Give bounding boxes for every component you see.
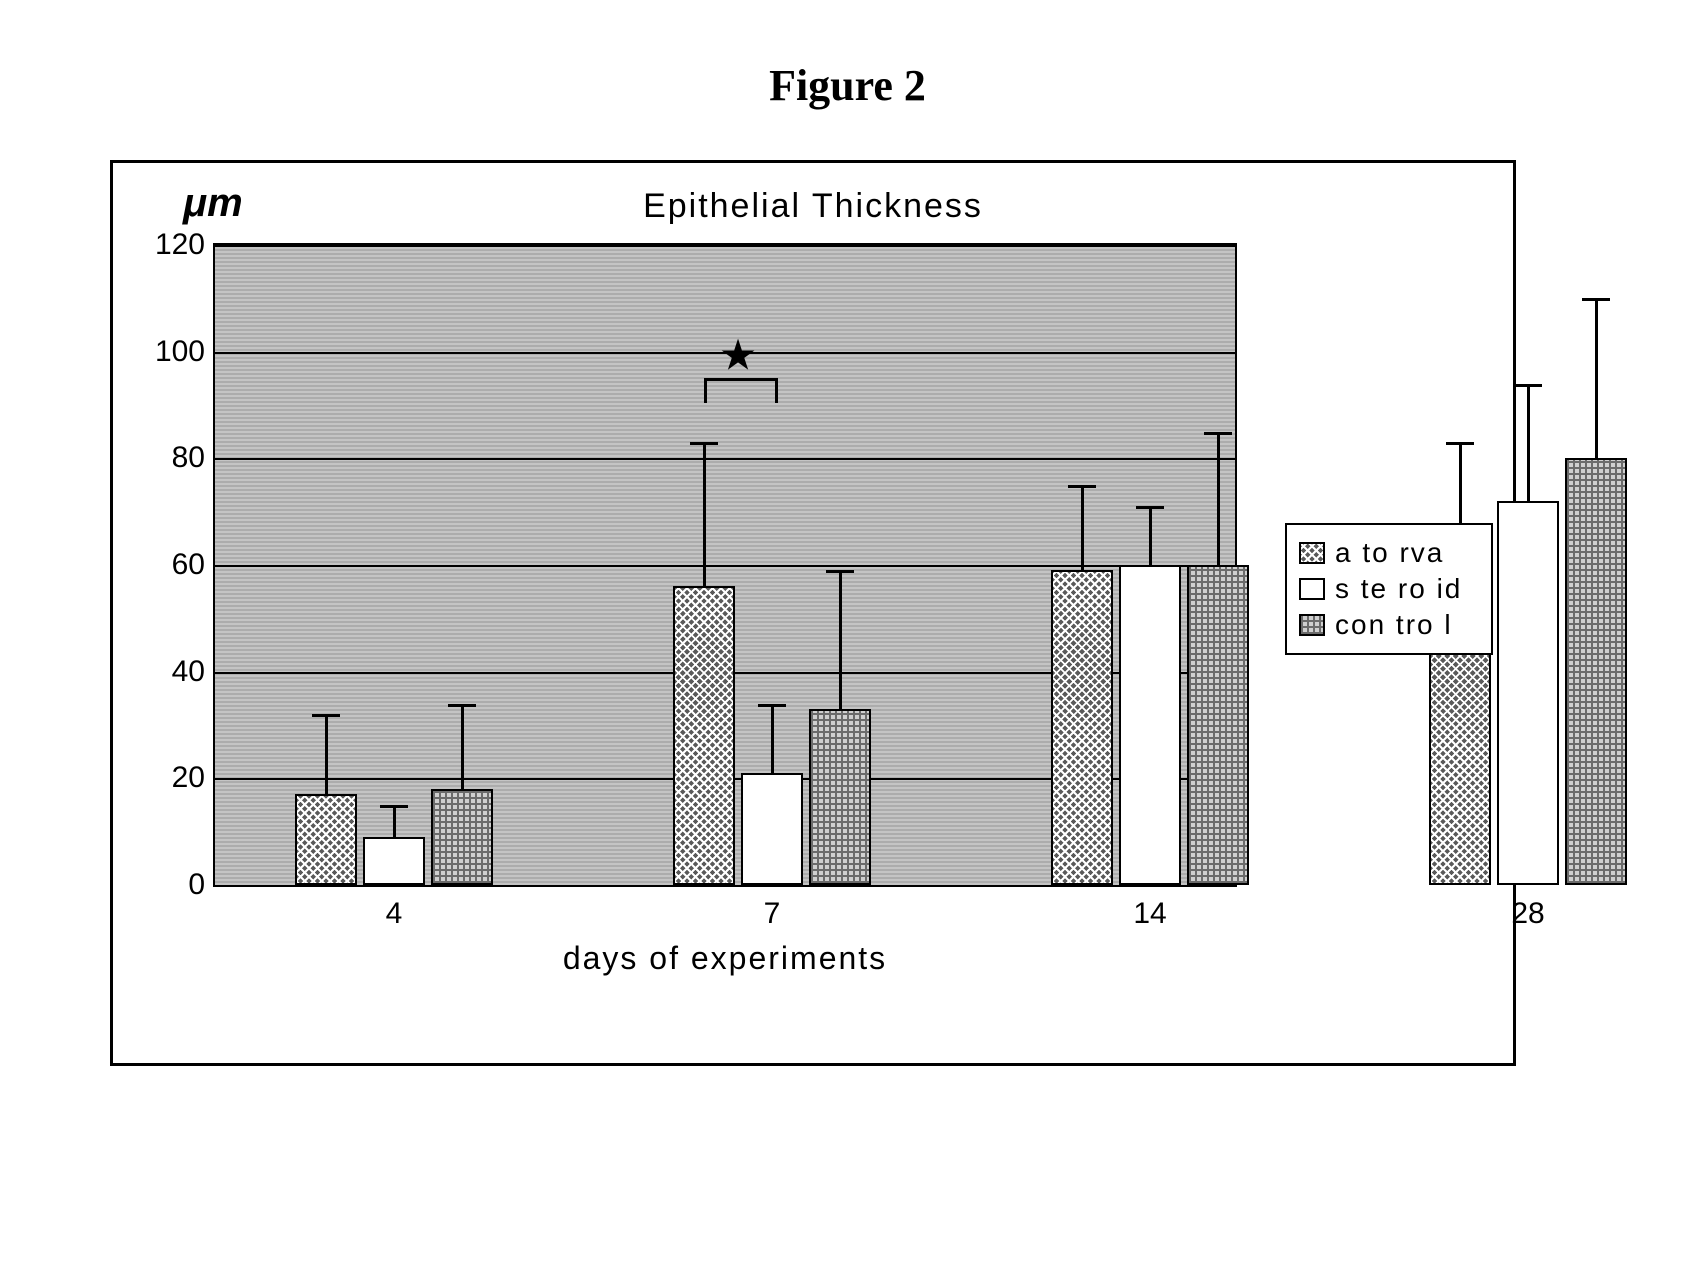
bar-steroid xyxy=(741,773,803,885)
legend-item-steroid: s te ro id xyxy=(1299,571,1479,607)
error-cap xyxy=(1582,298,1610,301)
error-bar xyxy=(839,570,842,709)
significance-star-icon: ★ xyxy=(721,333,755,378)
page: Figure 2 μm Epithelial Thickness days of… xyxy=(0,0,1695,1285)
x-tick-label: 28 xyxy=(1511,885,1544,931)
figure-label: Figure 2 xyxy=(0,60,1695,111)
error-bar xyxy=(703,442,706,586)
legend-swatch-control xyxy=(1299,614,1325,636)
y-tick-label: 0 xyxy=(188,868,215,902)
bar-steroid xyxy=(1119,565,1181,885)
legend-item-control: con tro l xyxy=(1299,607,1479,643)
bar-atorva xyxy=(1051,570,1113,885)
error-bar xyxy=(1217,432,1220,565)
error-cap xyxy=(1204,432,1232,435)
gridline xyxy=(215,245,1235,247)
bar-steroid xyxy=(363,837,425,885)
significance-bracket xyxy=(704,378,778,403)
y-tick-label: 60 xyxy=(172,548,215,582)
error-cap xyxy=(1068,485,1096,488)
error-bar xyxy=(393,805,396,837)
legend: a to rva s te ro id con tro l xyxy=(1285,523,1493,655)
error-cap xyxy=(758,704,786,707)
error-bar xyxy=(1527,384,1530,501)
error-cap xyxy=(826,570,854,573)
legend-swatch-atorva xyxy=(1299,542,1325,564)
error-cap xyxy=(1136,506,1164,509)
chart-title: Epithelial Thickness xyxy=(113,187,1513,226)
x-tick-label: 14 xyxy=(1133,885,1166,931)
error-bar xyxy=(1595,298,1598,458)
gridline xyxy=(215,458,1235,460)
bar-control xyxy=(1565,458,1627,885)
y-tick-label: 80 xyxy=(172,441,215,475)
legend-label: con tro l xyxy=(1335,609,1453,641)
legend-label: s te ro id xyxy=(1335,573,1462,605)
bar-control xyxy=(1187,565,1249,885)
error-cap xyxy=(380,805,408,808)
bar-control xyxy=(431,789,493,885)
x-axis-label: days of experiments xyxy=(215,940,1235,977)
bar-atorva xyxy=(295,794,357,885)
error-cap xyxy=(448,704,476,707)
x-tick-label: 4 xyxy=(386,885,403,931)
outer-frame: μm Epithelial Thickness days of experime… xyxy=(110,160,1516,1066)
legend-swatch-steroid xyxy=(1299,578,1325,600)
error-cap xyxy=(1514,384,1542,387)
bar-atorva xyxy=(673,586,735,885)
bar-control xyxy=(809,709,871,885)
error-cap xyxy=(690,442,718,445)
error-bar xyxy=(1149,506,1152,565)
plot-area: days of experiments 02040608010012047142… xyxy=(213,243,1237,887)
y-tick-label: 20 xyxy=(172,761,215,795)
error-cap xyxy=(312,714,340,717)
y-tick-label: 120 xyxy=(155,228,215,262)
error-bar xyxy=(325,714,328,794)
y-tick-label: 40 xyxy=(172,655,215,689)
y-tick-label: 100 xyxy=(155,335,215,369)
legend-item-atorva: a to rva xyxy=(1299,535,1479,571)
bar-steroid xyxy=(1497,501,1559,885)
error-bar xyxy=(771,704,774,773)
error-bar xyxy=(1081,485,1084,570)
error-bar xyxy=(461,704,464,789)
error-cap xyxy=(1446,442,1474,445)
x-tick-label: 7 xyxy=(764,885,781,931)
legend-label: a to rva xyxy=(1335,537,1444,569)
